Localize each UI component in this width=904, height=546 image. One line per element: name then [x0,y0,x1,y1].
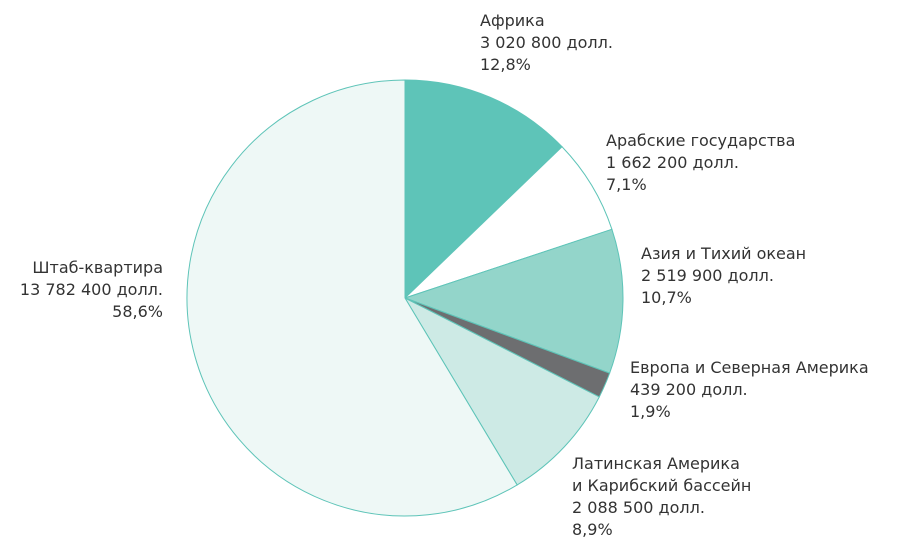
percent: 10,7% [641,288,692,307]
percent: 8,9% [572,520,613,539]
slice-label: Африка 3 020 800 долл. 12,8% [480,10,613,76]
category: Штаб-квартира [32,258,163,277]
slice-label: Европа и Северная Америка 439 200 долл. 1,… [630,357,869,423]
amount: 13 782 400 долл. [19,280,163,299]
category: Арабские государства [606,131,796,150]
amount: 2 088 500 долл. [572,498,705,517]
category: Европа и Северная Америка [630,358,869,377]
pie-slice [403,296,600,486]
amount: 3 020 800 долл. [480,33,613,52]
percent: 7,1% [606,175,647,194]
percent: 1,9% [630,402,671,421]
pie-slice [404,79,563,300]
amount: 439 200 долл. [630,380,748,399]
percent: 12,8% [480,55,531,74]
amount: 2 519 900 долл. [641,266,774,285]
pie-slice [403,228,624,374]
percent: 58,6% [112,302,163,321]
category: Африка [480,11,545,30]
pie-slice [186,79,518,517]
slice-label: Азия и Тихий океан 2 519 900 долл. 10,7% [641,243,806,309]
category: Азия и Тихий океан [641,244,807,263]
slice-label: Латинская Америка и Карибский бассейн 2 0… [572,453,751,541]
slice-label: Арабские государства 1 662 200 долл. 7,1% [606,130,795,196]
category: Латинская Америка и Карибский бассейн [572,454,752,495]
slice-label: Штаб-квартира 13 782 400 долл. 58,6% [20,257,163,323]
amount: 1 662 200 долл. [606,153,739,172]
